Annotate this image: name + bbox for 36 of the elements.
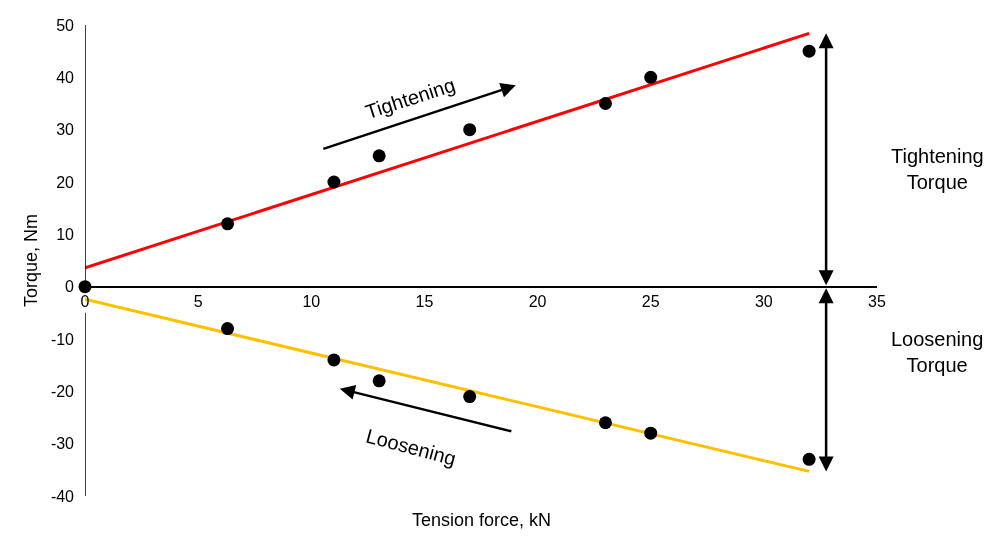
- x-tick-label: 25: [641, 292, 660, 310]
- y-tick-label: 20: [56, 173, 75, 191]
- point: [463, 123, 477, 137]
- x-axis-title: Tension force, kN: [412, 510, 552, 530]
- point: [221, 322, 235, 336]
- point: [598, 416, 612, 430]
- point: [327, 175, 341, 189]
- y-axis-title: Torque, Nm: [21, 213, 42, 308]
- point: [372, 149, 386, 163]
- text: Loosening Torque: [891, 328, 984, 376]
- y-tick-label: 30: [56, 121, 75, 139]
- x-tick-label: 20: [528, 292, 547, 310]
- point: [644, 70, 658, 84]
- point: [372, 374, 386, 388]
- point: [598, 97, 612, 110]
- point: [644, 426, 658, 440]
- point: [802, 452, 816, 466]
- x-tick-label: 30: [754, 292, 773, 310]
- y-tick-label: -10: [50, 330, 75, 348]
- text: Tightening Torque: [891, 145, 984, 193]
- x-tick-label: 10: [302, 292, 321, 310]
- y-tick-label: 40: [56, 68, 75, 86]
- y-tick-label: 50: [56, 16, 75, 34]
- point: [221, 217, 235, 231]
- point: [327, 353, 341, 367]
- x-tick-label: 5: [193, 292, 203, 310]
- x-tick-label: 15: [415, 292, 434, 310]
- y-tick-label: -40: [50, 487, 75, 505]
- y-tick-label: -30: [50, 435, 75, 453]
- y-tick-label: 0: [65, 278, 75, 296]
- x-tick-label: 35: [868, 292, 886, 310]
- y-tick-label: -20: [50, 382, 75, 400]
- point: [802, 44, 816, 58]
- y-tick-label: 10: [56, 225, 75, 243]
- x-tick-label: 0: [80, 292, 90, 310]
- point: [463, 390, 477, 404]
